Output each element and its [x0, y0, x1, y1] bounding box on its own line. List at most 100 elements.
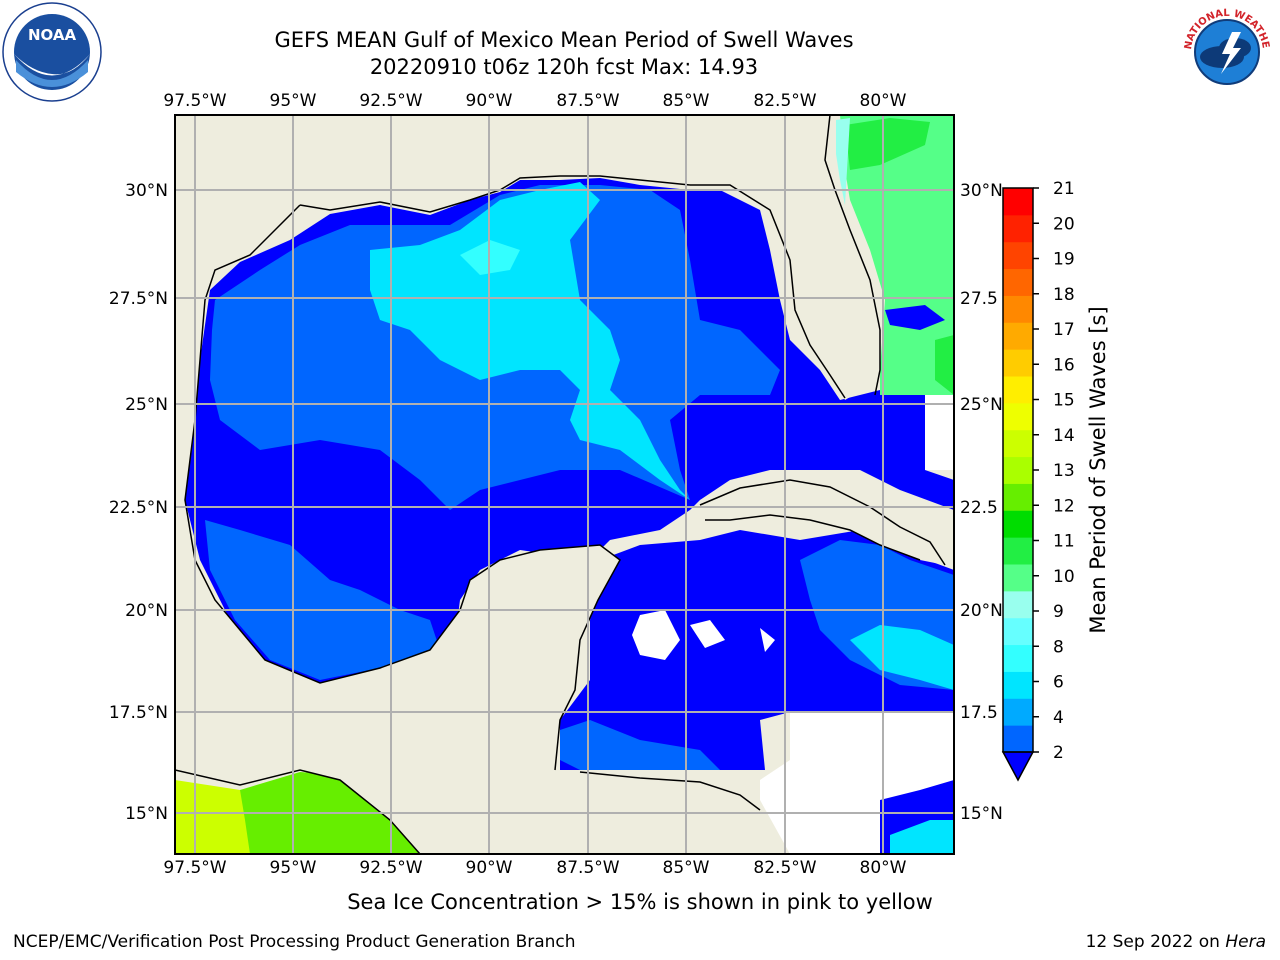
atlantic-swell-10-11-b [935, 335, 954, 395]
colorbar-segment [1003, 188, 1033, 216]
colorbar-tick-label: 12 [1053, 496, 1075, 516]
colorbar-segment [1003, 456, 1033, 484]
no-data-patch [760, 628, 775, 652]
gulf-swell-2-4-sw [205, 520, 440, 680]
lon-label: 95°W [270, 858, 317, 878]
grid [175, 115, 954, 854]
lon-label: 85°W [663, 91, 710, 111]
lon-label: 97.5°W [163, 91, 226, 111]
carib-se-swell-4-6 [890, 820, 954, 854]
colorbar-tick-label: 19 [1053, 250, 1075, 270]
colorbar-tick-label: 4 [1053, 708, 1064, 728]
colorbar-segment [1003, 295, 1033, 323]
lat-labels-right: 30°N 27.5 25°N 22.5 20°N 17.5 15°N [960, 181, 1003, 824]
no-data-patch [690, 620, 725, 648]
lon-label: 80°W [860, 91, 907, 111]
lat-label: 27.5°N [109, 289, 168, 309]
lat-label: 27.5 [960, 289, 998, 309]
lon-label: 80°W [860, 858, 907, 878]
colorbar-segment [1003, 725, 1033, 753]
nws-logo: NATIONAL WEATHER SERVICE [1177, 2, 1275, 100]
lon-label: 90°W [466, 858, 513, 878]
colorbar-tick-label: 21 [1053, 179, 1075, 199]
colorbar-segment [1003, 376, 1033, 404]
lat-label: 17.5°N [109, 703, 168, 723]
land-north-coast [175, 115, 690, 290]
chart-title: GEFS MEAN Gulf of Mexico Mean Period of … [274, 28, 854, 52]
colorbar-under-triangle [1001, 751, 1035, 782]
colorbar-segment [1003, 510, 1033, 538]
colorbar-tick-label: 15 [1053, 391, 1075, 411]
colorbar-segment [1003, 644, 1033, 672]
lat-label: 15°N [960, 804, 1003, 824]
colorbar-tick-label: 9 [1053, 602, 1064, 622]
colorbar-segment [1003, 671, 1033, 699]
colorbar-segment [1003, 617, 1033, 646]
map-frame [174, 114, 955, 855]
lat-label: 20°N [960, 601, 1003, 621]
colorbar-tick-label: 10 [1053, 567, 1075, 587]
land-florida [660, 115, 954, 400]
chart-subtitle: 20220910 t06z 120h fcst Max: 14.93 [369, 55, 759, 79]
lat-label: 30°N [960, 181, 1003, 201]
colorbar-segment [1003, 241, 1033, 270]
lat-label: 30°N [125, 181, 168, 201]
gulf-swell-4-6 [370, 182, 690, 500]
carib-swell-2-4-south [560, 720, 720, 770]
noaa-logo: NOAA [2, 2, 102, 102]
colorbar-label: Mean Period of Swell Waves [s] [1086, 306, 1110, 633]
colorbar-tick-label: 18 [1053, 285, 1075, 305]
machine-name: Hera [1225, 932, 1266, 952]
colorbar-segment [1003, 429, 1033, 458]
lon-label: 85°W [663, 858, 710, 878]
carib-swell-4-6 [850, 625, 954, 690]
no-data-patch [925, 395, 954, 470]
lat-labels-left: 30°N 27.5°N 25°N 22.5°N 20°N 17.5°N 15°N [109, 181, 168, 824]
lon-label: 87.5°W [556, 858, 619, 878]
lon-label: 90°W [466, 91, 513, 111]
lon-label: 82.5°W [753, 91, 816, 111]
colorbar-ticks: 21 20 19 18 17 16 15 14 13 12 11 10 9 8 6 4 2 [1033, 179, 1075, 763]
colorbar-segment [1003, 268, 1033, 296]
colorbar-tick-label: 11 [1053, 532, 1075, 552]
lon-label: 87.5°W [556, 91, 619, 111]
colorbar-tick-label: 16 [1053, 355, 1075, 375]
lat-label: 22.5 [960, 498, 998, 518]
atlantic-swell-low [885, 305, 945, 330]
colorbar-tick-label: 6 [1053, 673, 1064, 693]
colorbar-segment [1003, 214, 1033, 243]
colorbar-tick-label: 17 [1053, 320, 1075, 340]
lon-label: 97.5°W [163, 858, 226, 878]
colorbar-segment [1003, 402, 1033, 431]
colorbar-segment [1003, 483, 1033, 511]
colorbar-segment [1003, 698, 1033, 726]
lon-labels-top: 97.5°W 95°W 92.5°W 90°W 87.5°W 85°W 82.5… [163, 91, 906, 111]
colorbar-segment [1003, 349, 1033, 377]
no-data-patch [632, 610, 680, 660]
sea-ice-note: Sea Ice Concentration > 15% is shown in … [347, 890, 933, 914]
lat-label: 25°N [125, 395, 168, 415]
lon-label: 92.5°W [359, 858, 422, 878]
colorbar-segment [1003, 537, 1033, 565]
colorbar-tick-label: 8 [1053, 637, 1064, 657]
colorbar-tick-label: 14 [1053, 426, 1075, 446]
lon-label: 92.5°W [359, 91, 422, 111]
colorbar-segment [1003, 564, 1033, 592]
credit-line: NCEP/EMC/Verification Post Processing Pr… [13, 932, 576, 952]
lon-labels-bottom: 97.5°W 95°W 92.5°W 90°W 87.5°W 85°W 82.5… [163, 858, 906, 878]
date-line: 12 Sep 2022 on Hera [1086, 932, 1266, 952]
colorbar [1001, 187, 1035, 782]
colorbar-tick-label: 20 [1053, 214, 1075, 234]
lon-label: 82.5°W [753, 858, 816, 878]
lat-label: 22.5°N [109, 498, 168, 518]
colorbar-tick-label: 2 [1053, 743, 1064, 763]
lat-label: 15°N [125, 804, 168, 824]
date-text: 12 Sep 2022 on [1085, 932, 1226, 952]
lat-label: 20°N [125, 601, 168, 621]
noaa-logo-text: NOAA [28, 26, 77, 44]
colorbar-tick-label: 13 [1053, 461, 1075, 481]
colorbar-segment [1003, 590, 1033, 619]
atlantic-swell-10-11 [845, 118, 930, 170]
lon-label: 95°W [270, 91, 317, 111]
